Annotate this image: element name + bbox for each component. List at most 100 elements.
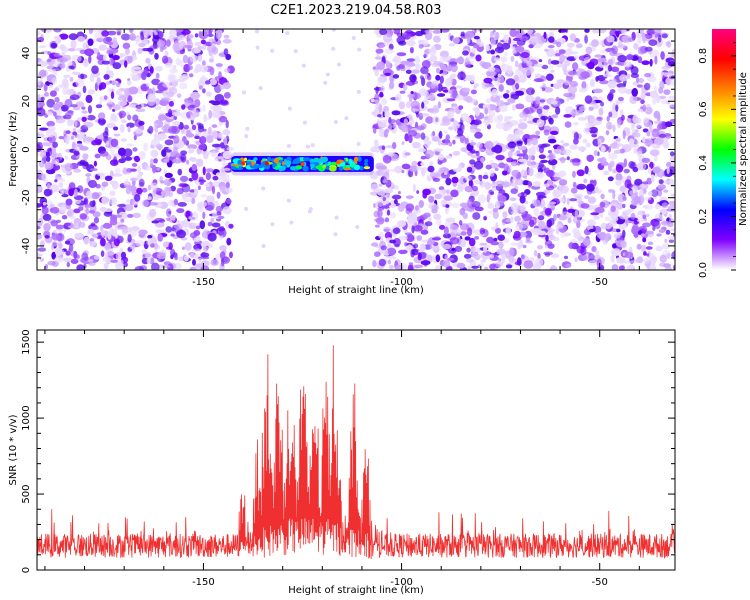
noise-blob bbox=[191, 197, 196, 204]
noise-blob bbox=[564, 59, 571, 67]
noise-blob bbox=[388, 264, 395, 270]
noise-blob bbox=[606, 35, 615, 43]
noise-blob bbox=[647, 75, 657, 83]
noise-blob bbox=[414, 204, 420, 211]
noise-blob bbox=[569, 80, 578, 87]
noise-blob bbox=[427, 165, 435, 173]
noise-blob bbox=[514, 129, 524, 136]
noise-blob bbox=[482, 174, 489, 180]
noise-blob bbox=[189, 109, 200, 118]
noise-blob bbox=[44, 264, 49, 270]
noise-blob bbox=[398, 63, 406, 69]
noise-blob bbox=[393, 55, 402, 63]
noise-blob bbox=[454, 245, 463, 252]
noise-blob bbox=[41, 29, 47, 33]
noise-blob bbox=[552, 236, 560, 242]
signal-blob bbox=[292, 161, 297, 165]
noise-blob bbox=[385, 129, 390, 134]
noise-blob bbox=[122, 167, 128, 175]
noise-blob bbox=[438, 189, 445, 195]
noise-blob bbox=[177, 202, 187, 207]
noise-blob bbox=[670, 228, 675, 232]
noise-blob bbox=[588, 228, 596, 233]
noise-blob bbox=[646, 29, 655, 35]
noise-blob bbox=[83, 121, 94, 128]
signal-blob bbox=[274, 166, 279, 170]
noise-blob bbox=[438, 186, 445, 191]
noise-blob bbox=[584, 95, 593, 104]
noise-blob bbox=[145, 165, 152, 171]
colorbar-tick-label: 0.2 bbox=[698, 208, 709, 224]
noise-blob bbox=[79, 49, 88, 54]
noise-blob bbox=[60, 44, 66, 52]
noise-blob bbox=[157, 135, 164, 142]
noise-blob bbox=[67, 110, 75, 115]
noise-blob bbox=[569, 198, 577, 202]
noise-blob bbox=[52, 141, 58, 148]
noise-blob bbox=[479, 43, 484, 47]
noise-blob bbox=[244, 134, 249, 139]
noise-blob bbox=[559, 197, 565, 203]
noise-blob bbox=[525, 236, 531, 242]
snr-y-label: SNR (10 * v/v) bbox=[8, 414, 19, 485]
noise-blob bbox=[150, 182, 158, 191]
noise-blob bbox=[113, 133, 121, 137]
noise-blob bbox=[516, 162, 521, 166]
noise-blob bbox=[423, 212, 431, 218]
noise-blob bbox=[637, 37, 642, 44]
noise-blob bbox=[115, 252, 122, 260]
noise-blob bbox=[150, 149, 159, 158]
noise-blob bbox=[573, 121, 579, 126]
noise-blob bbox=[439, 75, 444, 84]
noise-blob bbox=[454, 135, 464, 139]
noise-blob bbox=[663, 189, 668, 193]
noise-blob bbox=[636, 256, 644, 264]
noise-blob bbox=[211, 109, 220, 118]
noise-blob bbox=[182, 246, 185, 250]
noise-blob bbox=[543, 251, 554, 256]
noise-blob bbox=[42, 201, 47, 206]
noise-blob bbox=[47, 183, 51, 189]
noise-blob bbox=[647, 241, 654, 246]
noise-blob bbox=[495, 154, 505, 161]
noise-blob bbox=[608, 153, 618, 160]
noise-blob bbox=[141, 187, 148, 193]
noise-blob bbox=[374, 56, 382, 60]
noise-blob bbox=[497, 75, 505, 84]
noise-blob bbox=[384, 193, 393, 201]
noise-blob bbox=[663, 180, 670, 184]
noise-blob bbox=[205, 168, 214, 173]
noise-blob bbox=[622, 130, 626, 140]
noise-blob bbox=[103, 95, 108, 100]
noise-blob bbox=[209, 78, 218, 86]
noise-blob bbox=[55, 247, 62, 257]
noise-blob bbox=[488, 210, 494, 214]
noise-blob bbox=[166, 208, 172, 217]
noise-blob bbox=[202, 245, 209, 252]
noise-blob bbox=[54, 256, 65, 263]
noise-blob bbox=[196, 158, 204, 167]
noise-blob bbox=[657, 184, 666, 190]
noise-blob bbox=[585, 142, 591, 148]
noise-blob bbox=[127, 55, 133, 63]
noise-blob bbox=[441, 172, 451, 179]
noise-blob bbox=[515, 103, 525, 110]
noise-blob bbox=[642, 128, 649, 133]
noise-blob bbox=[82, 85, 87, 94]
noise-blob bbox=[424, 31, 433, 41]
noise-blob bbox=[168, 242, 173, 250]
spectrogram-x-ticks: -150 -100 -50 bbox=[44, 29, 640, 288]
noise-blob bbox=[595, 76, 599, 82]
noise-blob bbox=[147, 234, 153, 239]
noise-blob bbox=[403, 235, 408, 240]
noise-blob bbox=[514, 215, 522, 222]
noise-blob bbox=[118, 158, 126, 164]
noise-blob bbox=[547, 203, 556, 209]
noise-blob bbox=[460, 231, 467, 236]
noise-blob bbox=[124, 184, 130, 189]
signal-blob bbox=[264, 163, 271, 170]
noise-blob bbox=[443, 89, 449, 93]
noise-blob bbox=[514, 178, 524, 186]
noise-blob bbox=[549, 65, 554, 69]
noise-blob bbox=[155, 65, 163, 72]
